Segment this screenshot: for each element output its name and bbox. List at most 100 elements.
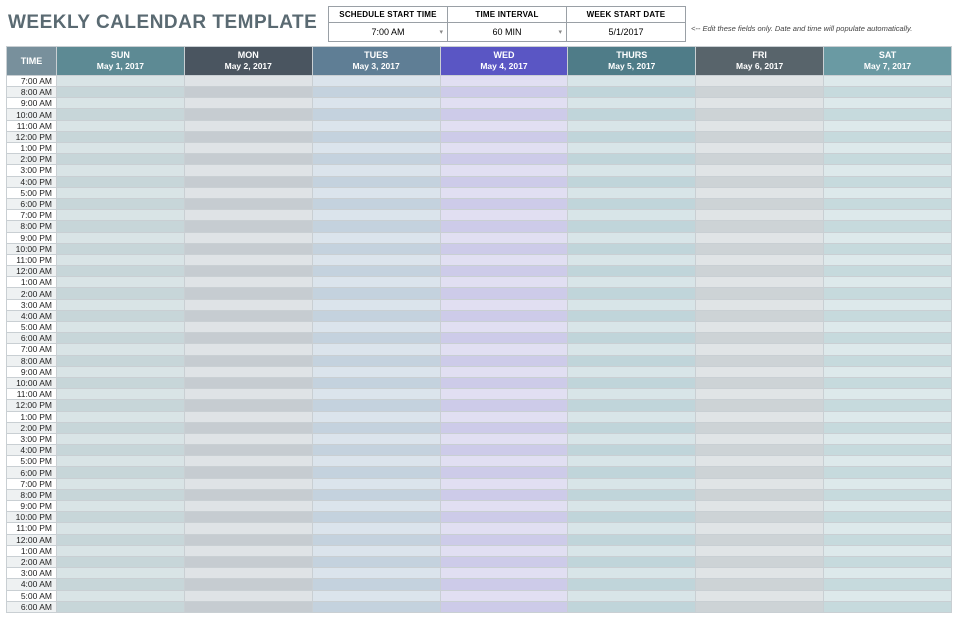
calendar-cell[interactable]	[57, 489, 185, 500]
calendar-cell[interactable]	[57, 411, 185, 422]
calendar-cell[interactable]	[824, 165, 952, 176]
calendar-cell[interactable]	[824, 467, 952, 478]
calendar-cell[interactable]	[696, 355, 824, 366]
calendar-cell[interactable]	[57, 545, 185, 556]
calendar-cell[interactable]	[184, 87, 312, 98]
calendar-cell[interactable]	[440, 109, 568, 120]
calendar-cell[interactable]	[824, 154, 952, 165]
calendar-cell[interactable]	[568, 243, 696, 254]
calendar-cell[interactable]	[184, 266, 312, 277]
calendar-cell[interactable]	[184, 176, 312, 187]
calendar-cell[interactable]	[440, 534, 568, 545]
calendar-cell[interactable]	[57, 389, 185, 400]
calendar-cell[interactable]	[696, 400, 824, 411]
calendar-cell[interactable]	[440, 344, 568, 355]
calendar-cell[interactable]	[824, 545, 952, 556]
calendar-cell[interactable]	[440, 489, 568, 500]
calendar-cell[interactable]	[824, 422, 952, 433]
calendar-cell[interactable]	[440, 154, 568, 165]
calendar-cell[interactable]	[312, 109, 440, 120]
calendar-cell[interactable]	[440, 478, 568, 489]
calendar-cell[interactable]	[824, 232, 952, 243]
calendar-cell[interactable]	[312, 355, 440, 366]
calendar-cell[interactable]	[184, 579, 312, 590]
calendar-cell[interactable]	[696, 109, 824, 120]
calendar-cell[interactable]	[440, 556, 568, 567]
calendar-cell[interactable]	[57, 478, 185, 489]
calendar-cell[interactable]	[184, 489, 312, 500]
calendar-cell[interactable]	[440, 299, 568, 310]
calendar-cell[interactable]	[440, 221, 568, 232]
calendar-cell[interactable]	[184, 545, 312, 556]
calendar-cell[interactable]	[568, 568, 696, 579]
calendar-cell[interactable]	[440, 411, 568, 422]
calendar-cell[interactable]	[312, 98, 440, 109]
calendar-cell[interactable]	[824, 87, 952, 98]
calendar-cell[interactable]	[696, 422, 824, 433]
calendar-cell[interactable]	[184, 377, 312, 388]
calendar-cell[interactable]	[568, 433, 696, 444]
calendar-cell[interactable]	[568, 310, 696, 321]
calendar-cell[interactable]	[568, 221, 696, 232]
calendar-cell[interactable]	[440, 120, 568, 131]
calendar-cell[interactable]	[312, 277, 440, 288]
calendar-cell[interactable]	[440, 456, 568, 467]
calendar-cell[interactable]	[824, 456, 952, 467]
calendar-cell[interactable]	[568, 143, 696, 154]
calendar-cell[interactable]	[184, 411, 312, 422]
calendar-cell[interactable]	[184, 288, 312, 299]
calendar-cell[interactable]	[696, 601, 824, 612]
calendar-cell[interactable]	[440, 445, 568, 456]
calendar-cell[interactable]	[824, 590, 952, 601]
calendar-cell[interactable]	[696, 288, 824, 299]
calendar-cell[interactable]	[184, 590, 312, 601]
calendar-cell[interactable]	[568, 601, 696, 612]
calendar-cell[interactable]	[57, 590, 185, 601]
calendar-cell[interactable]	[440, 512, 568, 523]
calendar-cell[interactable]	[312, 221, 440, 232]
calendar-cell[interactable]	[696, 221, 824, 232]
calendar-cell[interactable]	[57, 601, 185, 612]
calendar-cell[interactable]	[568, 400, 696, 411]
calendar-cell[interactable]	[312, 501, 440, 512]
calendar-cell[interactable]	[696, 310, 824, 321]
calendar-cell[interactable]	[57, 87, 185, 98]
calendar-cell[interactable]	[184, 187, 312, 198]
calendar-cell[interactable]	[696, 333, 824, 344]
calendar-cell[interactable]	[568, 131, 696, 142]
calendar-cell[interactable]	[57, 187, 185, 198]
calendar-cell[interactable]	[57, 523, 185, 534]
calendar-cell[interactable]	[568, 534, 696, 545]
calendar-cell[interactable]	[696, 176, 824, 187]
calendar-cell[interactable]	[824, 322, 952, 333]
calendar-cell[interactable]	[57, 120, 185, 131]
calendar-cell[interactable]	[824, 254, 952, 265]
calendar-cell[interactable]	[312, 344, 440, 355]
calendar-cell[interactable]	[568, 109, 696, 120]
calendar-cell[interactable]	[184, 366, 312, 377]
calendar-cell[interactable]	[440, 366, 568, 377]
calendar-cell[interactable]	[824, 601, 952, 612]
calendar-cell[interactable]	[824, 366, 952, 377]
calendar-cell[interactable]	[824, 389, 952, 400]
calendar-cell[interactable]	[824, 534, 952, 545]
calendar-cell[interactable]	[824, 221, 952, 232]
calendar-cell[interactable]	[312, 154, 440, 165]
calendar-cell[interactable]	[440, 210, 568, 221]
calendar-cell[interactable]	[824, 355, 952, 366]
calendar-cell[interactable]	[184, 322, 312, 333]
calendar-cell[interactable]	[184, 243, 312, 254]
calendar-cell[interactable]	[824, 478, 952, 489]
calendar-cell[interactable]	[184, 221, 312, 232]
calendar-cell[interactable]	[696, 377, 824, 388]
calendar-cell[interactable]	[184, 277, 312, 288]
calendar-cell[interactable]	[57, 333, 185, 344]
calendar-cell[interactable]	[57, 131, 185, 142]
calendar-cell[interactable]	[312, 131, 440, 142]
calendar-cell[interactable]	[696, 299, 824, 310]
calendar-cell[interactable]	[57, 344, 185, 355]
calendar-cell[interactable]	[568, 366, 696, 377]
calendar-cell[interactable]	[184, 210, 312, 221]
calendar-cell[interactable]	[440, 568, 568, 579]
calendar-cell[interactable]	[312, 143, 440, 154]
